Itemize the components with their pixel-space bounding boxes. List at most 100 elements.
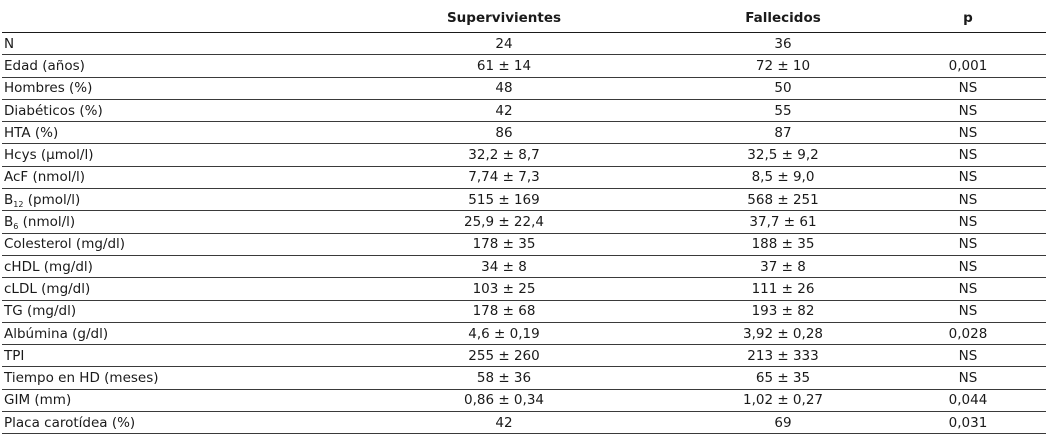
row-label: Diabéticos (%) [2, 99, 332, 123]
table-row: Tiempo en HD (meses) 58 ± 36 65 ± 35 NS [2, 366, 1046, 390]
p-value: NS [890, 255, 1046, 279]
row-label: AcF (nmol/l) [2, 166, 332, 190]
table-row: N 24 36 [2, 32, 1046, 56]
comparison-table: Supervivientes Fallecidos p N 24 36 Edad (a… [2, 4, 1046, 435]
row-label-text: Diabéticos (%) [4, 102, 103, 119]
p-value [890, 32, 1046, 56]
survivors-value: 0,86 ± 0,34 [332, 389, 676, 413]
p-value: NS [890, 121, 1046, 145]
survivors-value: 42 [332, 99, 676, 123]
deceased-value: 65 ± 35 [676, 366, 890, 390]
row-label-text: HTA (%) [4, 124, 59, 141]
row-label: N [2, 32, 332, 56]
row-label-text: Tiempo en HD (meses) [4, 370, 159, 387]
row-label: Hombres (%) [2, 77, 332, 100]
row-label: TPI [2, 344, 332, 368]
header-deceased: Fallecidos [676, 4, 890, 33]
deceased-value: 193 ± 82 [676, 300, 890, 323]
row-label: TG (mg/dl) [2, 300, 332, 323]
deceased-value: 37 ± 8 [676, 255, 890, 279]
row-label: B12 (pmol/l) [2, 188, 332, 212]
deceased-value: 87 [676, 121, 890, 145]
table-row: Diabéticos (%) 42 55 NS [2, 99, 1046, 123]
survivors-value: 86 [332, 121, 676, 145]
row-label-text: Albúmina (g/dl) [4, 325, 109, 342]
header-p-value: p [890, 4, 1046, 33]
table-row: cLDL (mg/dl) 103 ± 25 111 ± 26 NS [2, 277, 1046, 301]
deceased-value: 213 ± 333 [676, 344, 890, 368]
table-row: TG (mg/dl) 178 ± 68 193 ± 82 NS [2, 300, 1046, 323]
p-value: NS [890, 344, 1046, 368]
survivors-value: 48 [332, 77, 676, 100]
p-value: NS [890, 77, 1046, 100]
survivors-value: 24 [332, 32, 676, 56]
table-row: B6 (nmol/l) 25,9 ± 22,4 37,7 ± 61 NS [2, 210, 1046, 234]
p-value: NS [890, 233, 1046, 256]
table-row: Colesterol (mg/dl) 178 ± 35 188 ± 35 NS [2, 233, 1046, 256]
header-row: Supervivientes Fallecidos p [2, 4, 1046, 33]
table-row: TPI 255 ± 260 213 ± 333 NS [2, 344, 1046, 368]
row-label-text: Hombres (%) [4, 80, 93, 97]
row-label: cHDL (mg/dl) [2, 255, 332, 279]
row-label-unit: (nmol/l) [18, 214, 76, 231]
row-label-text: cHDL (mg/dl) [4, 258, 93, 275]
row-label: Colesterol (mg/dl) [2, 233, 332, 256]
survivors-value: 515 ± 169 [332, 188, 676, 212]
deceased-value: 36 [676, 32, 890, 56]
table-row: AcF (nmol/l) 7,74 ± 7,3 8,5 ± 9,0 NS [2, 166, 1046, 190]
p-value: 0,001 [890, 54, 1046, 78]
survivors-value: 34 ± 8 [332, 255, 676, 279]
table-row: Placa carotídea (%) 42 69 0,031 [2, 411, 1046, 435]
row-label-unit: (pmol/l) [23, 191, 81, 208]
survivors-value: 4,6 ± 0,19 [332, 322, 676, 346]
table-row: Hcys (μmol/l) 32,2 ± 8,7 32,5 ± 9,2 NS [2, 143, 1046, 167]
table-row: cHDL (mg/dl) 34 ± 8 37 ± 8 NS [2, 255, 1046, 279]
header-survivors: Supervivientes [332, 4, 676, 33]
deceased-value: 111 ± 26 [676, 277, 890, 301]
row-label-text: TG (mg/dl) [4, 303, 77, 320]
p-value: NS [890, 366, 1046, 390]
header-variable [2, 4, 332, 33]
table-header: Supervivientes Fallecidos p [2, 4, 1046, 33]
row-label-text: N [4, 35, 15, 52]
deceased-value: 37,7 ± 61 [676, 210, 890, 234]
row-label: Hcys (μmol/l) [2, 143, 332, 167]
survivors-value: 178 ± 35 [332, 233, 676, 256]
row-label: B6 (nmol/l) [2, 210, 332, 234]
row-label: Albúmina (g/dl) [2, 322, 332, 346]
survivors-value: 32,2 ± 8,7 [332, 143, 676, 167]
table-row: Edad (años) 61 ± 14 72 ± 10 0,001 [2, 54, 1046, 78]
row-label-text: B [4, 214, 14, 231]
row-label-subscript: 12 [13, 199, 24, 209]
deceased-value: 50 [676, 77, 890, 100]
table-row: B12 (pmol/l) 515 ± 169 568 ± 251 NS [2, 188, 1046, 212]
p-value: NS [890, 99, 1046, 123]
deceased-value: 72 ± 10 [676, 54, 890, 78]
p-value: NS [890, 210, 1046, 234]
row-label: Placa carotídea (%) [2, 411, 332, 435]
survivors-value: 42 [332, 411, 676, 435]
table-body: N 24 36 Edad (años) 61 ± 14 72 ± 10 0,001 Hombr… [2, 32, 1046, 435]
survivors-value: 58 ± 36 [332, 366, 676, 390]
p-value: 0,044 [890, 389, 1046, 413]
row-label: Edad (años) [2, 54, 332, 78]
row-label: GIM (mm) [2, 389, 332, 413]
survivors-value: 25,9 ± 22,4 [332, 210, 676, 234]
row-label-text: AcF (nmol/l) [4, 169, 86, 186]
row-label: Tiempo en HD (meses) [2, 366, 332, 390]
deceased-value: 568 ± 251 [676, 188, 890, 212]
p-value: 0,028 [890, 322, 1046, 346]
deceased-value: 188 ± 35 [676, 233, 890, 256]
table-row: Hombres (%) 48 50 NS [2, 77, 1046, 100]
row-label-text: TPI [4, 347, 25, 364]
row-label-text: B [4, 191, 14, 208]
row-label-text: Hcys (μmol/l) [4, 147, 94, 164]
deceased-value: 3,92 ± 0,28 [676, 322, 890, 346]
deceased-value: 32,5 ± 9,2 [676, 143, 890, 167]
table-row: Albúmina (g/dl) 4,6 ± 0,19 3,92 ± 0,28 0,02… [2, 322, 1046, 346]
deceased-value: 55 [676, 99, 890, 123]
survivors-value: 255 ± 260 [332, 344, 676, 368]
row-label-text: GIM (mm) [4, 392, 72, 409]
survivors-value: 178 ± 68 [332, 300, 676, 323]
deceased-value: 69 [676, 411, 890, 435]
